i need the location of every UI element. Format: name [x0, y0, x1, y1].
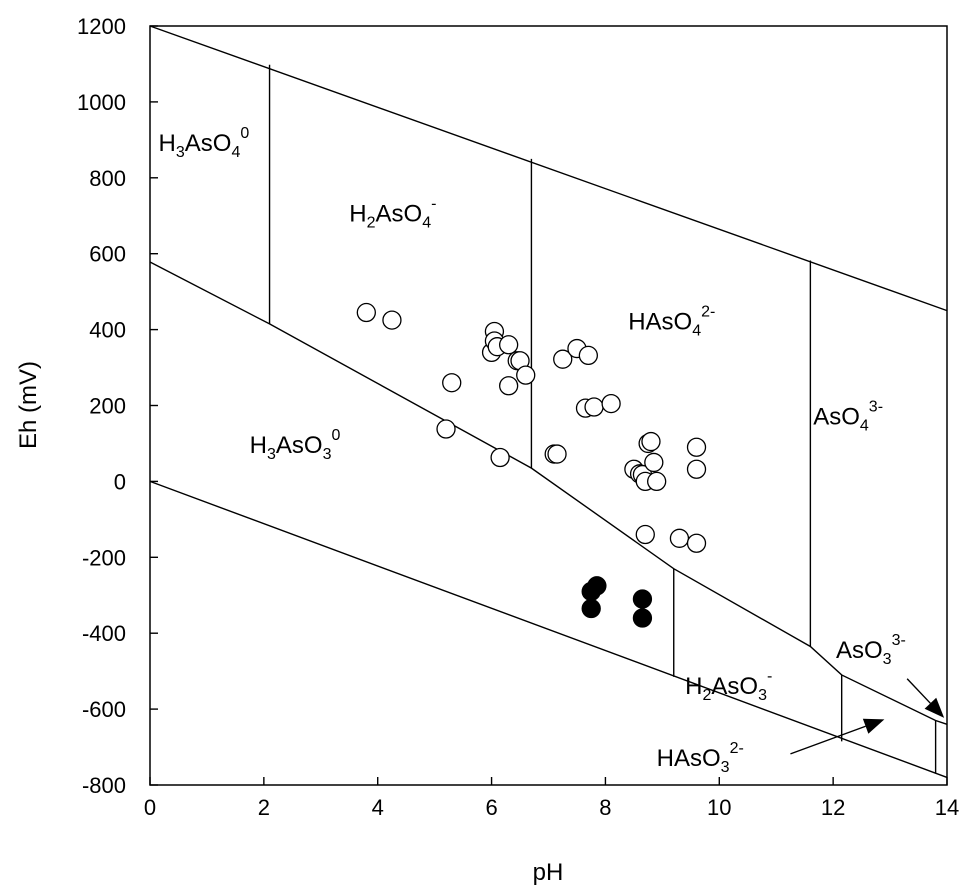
y-tick-label: 800: [89, 166, 126, 191]
y-tick-label: 0: [114, 469, 126, 494]
species-label: H2AsO3-: [685, 668, 772, 704]
arrow-head: [862, 718, 885, 734]
data-points: [356, 302, 707, 628]
x-tick-label: 14: [935, 795, 959, 820]
x-tick-label: 0: [144, 795, 156, 820]
open-data-point: [547, 444, 567, 464]
annotation-arrows: [790, 678, 945, 755]
filled-data-point: [632, 589, 653, 609]
y-tick-label: -200: [82, 545, 126, 570]
x-tick-label: 6: [485, 795, 497, 820]
open-data-point: [498, 335, 519, 355]
water-lower-boundary: [149, 480, 948, 779]
open-data-point: [490, 447, 510, 468]
species-label: AsO33-: [836, 632, 906, 668]
y-tick-label: -600: [82, 697, 126, 722]
open-data-point: [644, 452, 664, 473]
species-label: H3AsO40: [159, 125, 250, 161]
species-label: HAsO32-: [657, 740, 744, 776]
species-label: HAsO42-: [628, 304, 715, 340]
open-data-point: [641, 431, 661, 452]
x-axis-label: pH: [533, 859, 564, 886]
boundary-lines: [149, 25, 948, 779]
arrow-shaft: [906, 678, 931, 704]
x-tick-label: 4: [372, 795, 384, 820]
arsenate-arsenite-boundary: [149, 261, 948, 725]
y-tick-label: 1000: [77, 90, 126, 115]
open-data-point: [686, 437, 707, 457]
x-tick-label: 10: [707, 795, 731, 820]
y-tick-label: -800: [82, 773, 126, 798]
open-data-point: [516, 365, 536, 385]
arrow-shaft: [790, 725, 866, 755]
open-data-point: [553, 349, 573, 369]
y-tick-label: 600: [89, 242, 126, 267]
open-data-point: [436, 419, 456, 439]
y-tick-label: 200: [89, 394, 126, 419]
species-labels: H3AsO40 H2AsO4- HAsO42- AsO43- H3AsO30 H2AsO3…: [159, 125, 906, 776]
y-tick-label: 1200: [77, 14, 126, 39]
open-data-point: [686, 533, 707, 553]
open-data-point: [584, 397, 604, 417]
arrow-head: [924, 697, 945, 718]
open-data-point: [601, 393, 621, 414]
open-data-point: [442, 373, 462, 393]
x-tick-label: 8: [599, 795, 611, 820]
open-data-point: [578, 345, 598, 366]
species-label: H3AsO30: [250, 427, 341, 463]
x-tick-label: 2: [258, 795, 270, 820]
y-tick-label: -400: [82, 621, 126, 646]
open-data-point: [635, 524, 655, 545]
filled-data-point: [581, 598, 601, 619]
species-label: AsO43-: [813, 398, 883, 434]
open-data-point: [498, 376, 519, 396]
open-data-point: [647, 471, 667, 492]
open-data-point: [669, 528, 690, 548]
y-axis-label: Eh (mV): [15, 361, 42, 449]
x-tick-label: 12: [821, 795, 845, 820]
filled-data-point: [632, 608, 653, 628]
open-data-point: [382, 310, 402, 330]
water-upper-boundary: [149, 25, 948, 312]
open-data-point: [686, 459, 707, 479]
open-data-point: [356, 302, 376, 323]
y-tick-label: 400: [89, 318, 126, 343]
species-label: H2AsO4-: [349, 195, 436, 231]
axis-ticks: 0 2 4 6 8 10 12 14 -800 -600 -400 -200 0 200 400 600 800…: [77, 14, 959, 820]
filled-data-point: [587, 576, 607, 596]
